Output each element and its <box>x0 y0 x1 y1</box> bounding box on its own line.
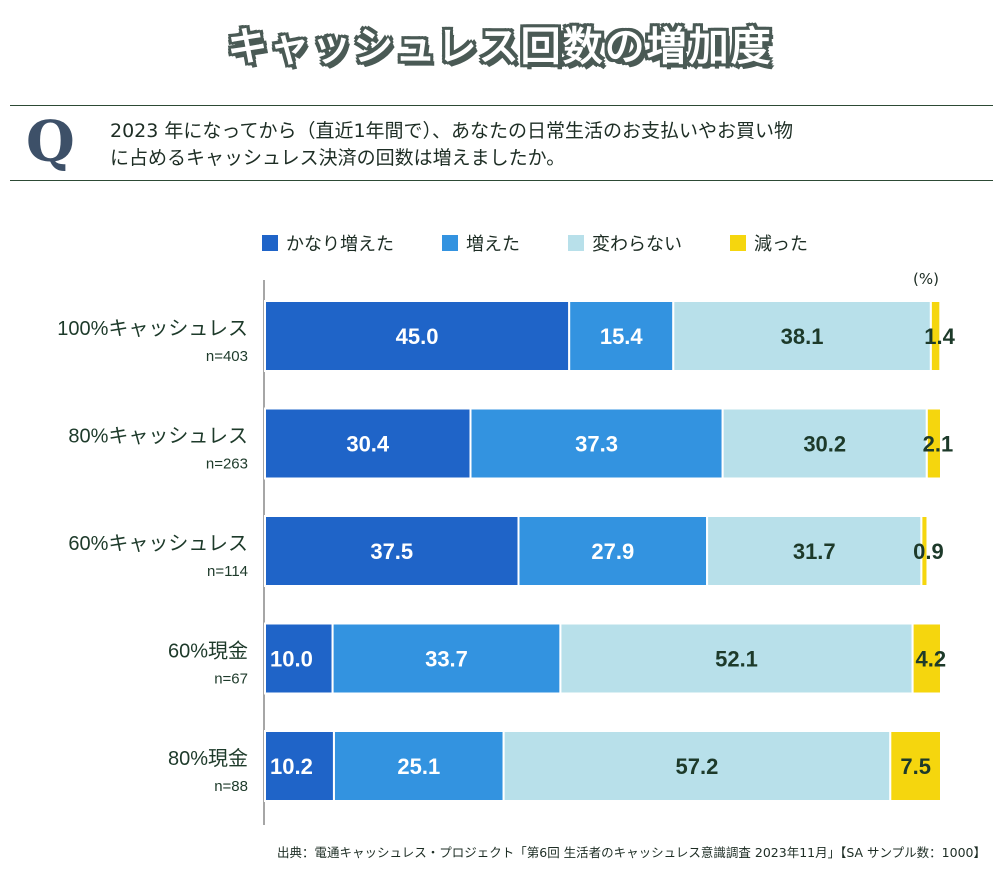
legend-item-increased-a-lot: かなり増えた <box>262 230 394 256</box>
question-line-1: 2023 年になってから（直近1年間で）、あなたの日常生活のお支払いやお買い物 <box>110 120 794 142</box>
bar-segment <box>889 730 942 802</box>
legend-swatch <box>442 235 458 251</box>
unit-label: (%) <box>913 270 939 288</box>
data-label: 57.2 <box>676 754 719 779</box>
data-label: 33.7 <box>425 647 468 672</box>
source-note: 出典：電通キャッシュレス・プロジェクト「第6回 生活者のキャッシュレス意識調査 … <box>277 845 986 860</box>
question-text: 2023 年になってから（直近1年間で）、あなたの日常生活のお支払いやお買い物 … <box>110 118 980 172</box>
data-label: 31.7 <box>793 539 836 564</box>
data-label: 10.2 <box>270 754 313 779</box>
bar-segment <box>517 515 709 587</box>
category-n-label: n=403 <box>206 348 248 365</box>
data-label: 1.4 <box>924 324 955 349</box>
question-line-2: に占めるキャッシュレス決済の回数は増えましたか。 <box>110 147 566 169</box>
data-label: 30.2 <box>803 432 846 457</box>
bar-segment <box>331 622 562 695</box>
data-label: 30.4 <box>346 432 390 457</box>
bar-segment <box>502 730 892 802</box>
category-label: 100%キャッシュレス <box>57 318 248 340</box>
legend-label: 減った <box>754 234 808 255</box>
bar-segment <box>706 515 923 587</box>
category-label: 60%キャッシュレス <box>68 533 248 555</box>
legend-label: 変わらない <box>592 234 682 255</box>
data-label: 0.9 <box>913 539 944 564</box>
page-title: キャッシュレス回数の増加度 <box>227 24 773 70</box>
bar-segment <box>929 300 942 372</box>
bar-segment <box>672 300 932 372</box>
legend-label: 増えた <box>466 234 520 255</box>
bar-segment <box>264 300 571 372</box>
legend-item-no-change: 変わらない <box>568 230 682 256</box>
data-label: 27.9 <box>591 539 634 564</box>
data-label: 45.0 <box>396 324 439 349</box>
data-label: 25.1 <box>397 754 440 779</box>
bar-segment <box>925 407 943 480</box>
category-n-label: n=114 <box>207 563 248 580</box>
data-label: 4.2 <box>916 647 947 672</box>
chart-legend: かなり増えた 増えた 変わらない 減った <box>262 230 808 256</box>
category-n-label: n=67 <box>214 671 248 688</box>
legend-item-increased: 増えた <box>442 230 520 256</box>
data-label: 2.1 <box>923 432 954 457</box>
legend-label: かなり増えた <box>286 234 394 255</box>
bar-segment <box>721 407 928 480</box>
legend-item-decreased: 減った <box>730 230 808 256</box>
data-label: 37.3 <box>575 432 618 457</box>
category-n-label: n=263 <box>206 456 248 473</box>
bar-segment <box>469 407 724 480</box>
bar-segment <box>911 622 942 695</box>
bar-segment <box>264 622 334 695</box>
category-n-label: n=88 <box>214 778 248 795</box>
bar-segment <box>920 515 929 587</box>
data-label: 52.1 <box>715 647 758 672</box>
bar-segment <box>332 730 505 802</box>
legend-swatch <box>568 235 584 251</box>
legend-swatch <box>730 235 746 251</box>
bar-segment <box>264 407 472 480</box>
data-label: 10.0 <box>270 647 313 672</box>
question-box: Q 2023 年になってから（直近1年間で）、あなたの日常生活のお支払いやお買い… <box>10 105 993 181</box>
data-label: 38.1 <box>781 324 824 349</box>
category-label: 80%キャッシュレス <box>68 426 248 448</box>
category-label: 60%現金 <box>168 640 248 663</box>
stacked-bar-chart: 100%キャッシュレス n=403 45.0 15.4 38.1 1.4 80%キャッシュレ… <box>57 280 956 825</box>
data-label: 7.5 <box>900 754 931 779</box>
question-letter: Q <box>26 109 75 175</box>
data-label: 37.5 <box>370 539 413 564</box>
bar-segment <box>568 300 675 372</box>
bar-segment <box>264 515 520 587</box>
legend-swatch <box>262 235 278 251</box>
data-label: 15.4 <box>600 324 644 349</box>
category-label: 80%現金 <box>168 747 248 770</box>
